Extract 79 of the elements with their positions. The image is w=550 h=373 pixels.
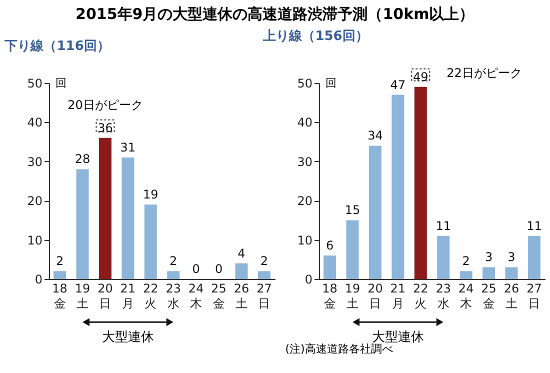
bar — [76, 169, 89, 279]
bar — [235, 263, 248, 279]
y-tick-label: 0 — [304, 272, 312, 286]
data-label: 0 — [214, 262, 223, 276]
data-label: 31 — [120, 140, 136, 154]
x-tick-label: 19 土 — [74, 282, 90, 310]
x-tick-label: 21 月 — [120, 282, 136, 310]
bar — [528, 236, 540, 279]
bar — [392, 94, 404, 279]
data-label: 4 — [238, 246, 246, 260]
chart-subtitle: 下り線（116回） — [4, 39, 110, 54]
bar — [414, 86, 427, 279]
bar — [258, 271, 270, 279]
x-tick-label: 18 金 — [52, 282, 68, 310]
bar — [167, 271, 180, 279]
data-label: 2 — [260, 254, 268, 268]
y-tick-label: 40 — [297, 116, 312, 130]
y-tick-label: 30 — [297, 154, 312, 169]
x-tick-label: 24 木 — [188, 282, 204, 310]
bar — [346, 220, 359, 279]
bar — [324, 255, 336, 279]
y-tick-label: 50 — [297, 76, 312, 90]
x-tick-label: 27 日 — [256, 282, 272, 310]
data-label: 3 — [484, 250, 493, 264]
data-label: 47 — [390, 78, 406, 92]
x-tick-label: 19 土 — [344, 282, 360, 310]
x-tick-label: 18 金 — [322, 282, 338, 310]
y-tick-label: 40 — [27, 116, 42, 130]
data-label: 15 — [344, 203, 360, 218]
annotation: 20日がピーク — [68, 98, 143, 112]
y-tick-label: 0 — [34, 272, 42, 286]
x-tick-label: 26 土 — [234, 282, 250, 310]
x-tick-label: 27 日 — [526, 282, 542, 310]
text: (注)高速道路各社調べ — [285, 342, 393, 356]
x-tick-label: 22 火 — [413, 282, 428, 310]
bar — [54, 271, 66, 279]
y-tick-label: 30 — [27, 154, 42, 169]
x-tick-label: 25 金 — [481, 282, 496, 310]
data-label: 34 — [368, 128, 383, 143]
x-tick-label: 21 月 — [390, 282, 406, 310]
data-label: 0 — [192, 262, 200, 276]
y-axis-title: 回 — [56, 76, 66, 90]
text: 22日がピーク — [446, 66, 522, 80]
bar — [460, 271, 472, 279]
chart-subtitle: 上り線（156回） — [262, 28, 368, 44]
text: 大型連休 — [102, 330, 154, 345]
data-label: 6 — [326, 238, 334, 252]
y-tick-label: 50 — [27, 76, 42, 90]
data-label: 11 — [436, 218, 451, 233]
bar — [122, 157, 134, 279]
x-tick-label: 23 水 — [436, 282, 451, 310]
x-tick-label: 20 日 — [98, 282, 113, 310]
data-label: 36 — [98, 120, 113, 135]
y-tick-label: 10 — [297, 233, 312, 248]
data-label: 19 — [143, 188, 158, 202]
x-tick-label: 22 火 — [143, 282, 158, 310]
data-label: 11 — [526, 218, 542, 233]
bar — [505, 267, 518, 279]
bar — [482, 267, 496, 279]
x-tick-label: 20 日 — [368, 282, 383, 310]
data-label: 28 — [74, 152, 90, 166]
y-tick-label: 20 — [297, 194, 312, 208]
x-tick-label: 25 金 — [211, 282, 226, 310]
bar — [98, 138, 112, 279]
x-tick-label: 23 水 — [166, 282, 181, 310]
data-label: 2 — [462, 254, 470, 268]
y-tick-label: 10 — [27, 233, 42, 248]
bar — [144, 204, 157, 279]
data-label: 3 — [508, 250, 516, 264]
data-label: 49 — [413, 70, 428, 84]
chart-title: 2015年9月の大型連休の高速道路渋滞予測（10km以上） — [76, 4, 474, 23]
y-tick-label: 20 — [27, 194, 42, 208]
y-axis-title: 回 — [326, 76, 336, 90]
data-label: 2 — [56, 254, 64, 268]
x-tick-label: 24 木 — [458, 282, 474, 310]
bar — [437, 236, 450, 279]
x-tick-label: 26 土 — [504, 282, 520, 310]
bar — [368, 146, 382, 279]
data-label: 2 — [170, 254, 178, 268]
